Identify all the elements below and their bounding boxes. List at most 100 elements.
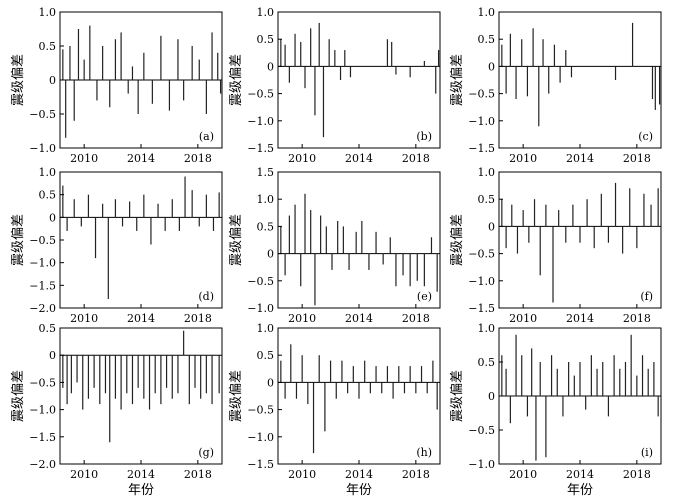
y-tick-label: 1.0 [478,166,496,179]
y-axis-label: 震级偏差 [450,370,465,422]
y-tick-label: 0 [49,349,56,362]
panel-e: −1.0 −0.5 0 0.5 1.0 1.5 2010 2014 2018 震级偏差 (e) [229,166,441,325]
x-tick-label: 2010 [70,468,98,481]
y-tick-label: 1.0 [39,6,57,19]
y-tick-label: 1.0 [39,166,57,179]
x-tick-label: 2014 [566,312,594,325]
y-tick-label: −1.5 [468,302,495,315]
x-tick-label: 2014 [345,468,373,481]
x-axis-label: 年份 [567,483,593,498]
y-tick-label: −0.5 [247,275,274,288]
x-tick-label: 2010 [288,152,316,165]
y-tick-label: −1.0 [247,431,274,444]
y-axis-label: 震级偏差 [229,370,244,422]
x-axis-label: 年份 [346,483,372,498]
y-tick-label: 1.0 [257,6,275,19]
y-tick-label: −1.0 [247,302,274,315]
x-tick-label: 2014 [127,152,155,165]
y-tick-label: −1.5 [29,279,56,292]
axes-frame [277,171,441,309]
panel-label: (i) [641,446,653,459]
panel-c: −1.5 −1.0 −0.5 0 0.5 1.0 2010 2014 2018 震级偏差 (c) [450,6,662,165]
axes-frame [498,11,662,149]
y-axis-label: 震级偏差 [11,214,26,266]
y-axis-label: 震级偏差 [450,54,465,106]
y-tick-label: 0 [49,211,56,224]
y-tick-label: −0.5 [29,108,56,121]
y-tick-label: 0.5 [478,356,496,369]
y-tick-label: 0 [267,376,274,389]
y-tick-label: 0.5 [39,189,57,202]
panel-f: −1.5 −1.0 −0.5 0 0.5 1.0 2010 2014 2018 震级偏差 (f) [450,166,662,325]
y-tick-label: −1.0 [468,458,495,471]
x-tick-label: 2014 [345,312,373,325]
panel-label: (d) [198,290,214,303]
x-tick-label: 2010 [288,468,316,481]
y-tick-label: 0 [488,390,495,403]
x-axis-label: 年份 [128,483,154,498]
y-tick-label: 0.5 [478,33,496,46]
y-tick-label: −2.0 [29,302,56,315]
y-tick-label: −0.5 [468,88,495,101]
y-tick-label: 0 [267,60,274,73]
y-tick-label: 0.5 [257,349,275,362]
panel-label: (f) [640,290,653,303]
y-tick-label: −0.5 [29,376,56,389]
y-axis-label: 震级偏差 [229,214,244,266]
y-tick-label: −1.0 [468,275,495,288]
x-tick-label: 2018 [184,468,212,481]
x-tick-label: 2010 [288,312,316,325]
panel-i: −1.0 −0.5 0 0.5 1.0 2010 2014 2018 震级偏差 (i) 年份 [450,322,662,498]
x-tick-label: 2018 [623,468,651,481]
panel-label: (b) [416,130,432,143]
y-tick-label: 1.0 [478,322,496,335]
y-tick-label: −0.5 [468,424,495,437]
y-axis-label: 震级偏差 [11,54,26,106]
y-tick-label: −1.0 [29,257,56,270]
y-tick-label: −1.0 [29,142,56,155]
y-tick-label: 0.5 [257,33,275,46]
x-tick-label: 2014 [127,468,155,481]
axes-frame [59,327,223,465]
panel-b: −1.5 −1.0 −0.5 0 0.5 1.0 2010 2014 2018 震级偏差 (b) [229,6,441,165]
x-tick-label: 2018 [184,152,212,165]
y-tick-label: −1.0 [29,404,56,417]
y-tick-label: −1.5 [247,142,274,155]
x-tick-label: 2018 [402,312,430,325]
y-tick-label: 1.0 [257,193,275,206]
y-tick-label: −0.5 [247,88,274,101]
x-tick-label: 2014 [345,152,373,165]
x-tick-label: 2018 [623,312,651,325]
panel-h: −1.5 −1.0 −0.5 0 0.5 1.0 2010 2014 2018 震级偏差 (h) 年份 [229,322,441,498]
panel-label: (g) [198,446,214,459]
x-tick-label: 2014 [566,468,594,481]
axes-frame [59,171,223,309]
x-tick-label: 2018 [402,468,430,481]
panel-label: (e) [417,290,432,303]
x-tick-label: 2014 [566,152,594,165]
panel-label: (h) [416,446,432,459]
y-tick-label: 0.5 [257,220,275,233]
x-tick-label: 2010 [70,152,98,165]
y-axis-label: 震级偏差 [229,54,244,106]
panel-a: −1.0 −0.5 0 0.5 1.0 2010 2014 2018 震级偏差 (a) [11,6,223,165]
y-tick-label: 1.0 [257,322,275,335]
y-tick-label: 0.5 [39,322,57,335]
panel-g: −2.0 −1.5 −1.0 −0.5 0 0.5 2010 2014 2018 震级偏差 (g) 年… [11,322,223,498]
y-axis-label: 震级偏差 [11,370,26,422]
y-tick-label: −1.5 [29,431,56,444]
x-tick-label: 2018 [623,152,651,165]
y-tick-label: 0.5 [478,193,496,206]
panel-label: (c) [638,130,653,143]
y-tick-label: 0.5 [39,40,57,53]
x-tick-label: 2014 [127,312,155,325]
y-tick-label: −2.0 [29,458,56,471]
axes-frame [277,11,441,149]
x-tick-label: 2010 [509,152,537,165]
y-axis-label: 震级偏差 [450,214,465,266]
y-tick-label: −1.0 [247,115,274,128]
x-tick-label: 2010 [70,312,98,325]
y-tick-label: 0 [49,74,56,87]
y-tick-label: 1.5 [257,166,275,179]
y-tick-label: 0 [267,248,274,261]
